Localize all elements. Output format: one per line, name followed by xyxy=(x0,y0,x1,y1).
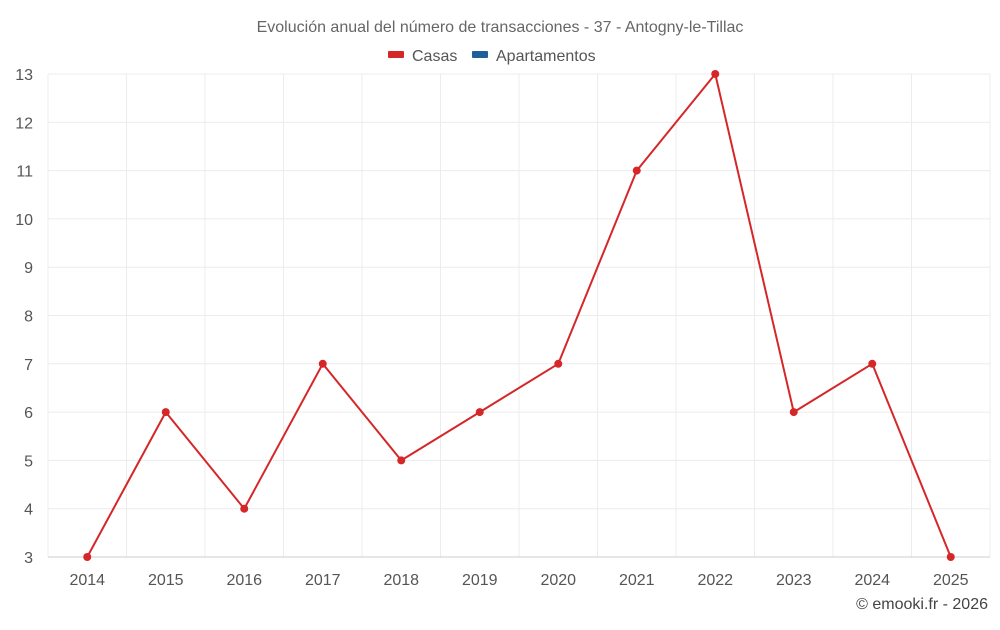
y-tick-label: 5 xyxy=(24,453,33,470)
y-tick-label: 3 xyxy=(24,550,33,567)
x-tick-label: 2025 xyxy=(933,572,969,589)
data-point[interactable] xyxy=(789,408,798,417)
data-point[interactable] xyxy=(475,408,484,417)
x-tick-label: 2022 xyxy=(697,572,733,589)
legend-label-apartamentos: Apartamentos xyxy=(496,48,596,65)
data-point[interactable] xyxy=(318,359,327,368)
x-tick-label: 2020 xyxy=(540,572,576,589)
legend-item-casas[interactable]: Casas xyxy=(388,48,457,65)
data-point[interactable] xyxy=(554,359,563,368)
y-tick-label: 10 xyxy=(15,212,33,229)
y-tick-label: 8 xyxy=(24,309,33,326)
y-axis: 3 4 5 6 7 8 9 10 11 12 13 xyxy=(15,67,33,567)
x-tick-label: 2014 xyxy=(69,572,105,589)
data-point[interactable] xyxy=(397,456,406,465)
y-tick-label: 11 xyxy=(16,164,33,181)
series-line-casas xyxy=(86,73,952,558)
data-point[interactable] xyxy=(946,553,955,561)
legend: Casas Apartamentos xyxy=(388,48,596,65)
series-casas xyxy=(83,70,955,561)
y-tick-label: 7 xyxy=(24,357,33,374)
x-tick-label: 2024 xyxy=(854,572,890,589)
x-tick-label: 2018 xyxy=(383,572,419,589)
x-tick-label: 2019 xyxy=(462,572,498,589)
y-tick-label: 6 xyxy=(24,405,33,422)
legend-item-apartamentos[interactable]: Apartamentos xyxy=(472,48,596,65)
x-axis: 2014 2015 2016 2017 2018 2019 2020 2021 2022 2023… xyxy=(48,556,990,589)
data-point[interactable] xyxy=(632,166,641,175)
data-point[interactable] xyxy=(240,504,249,513)
legend-label-casas: Casas xyxy=(412,48,457,65)
data-point[interactable] xyxy=(83,553,92,561)
x-tick-label: 2023 xyxy=(776,572,812,589)
grid xyxy=(47,73,991,558)
x-tick-label: 2015 xyxy=(148,572,184,589)
chart-title: Evolución anual del número de transaccio… xyxy=(257,19,744,36)
data-point[interactable] xyxy=(711,70,720,78)
data-point[interactable] xyxy=(868,359,877,368)
x-tick-label: 2016 xyxy=(226,572,262,589)
y-tick-label: 4 xyxy=(24,502,33,519)
x-tick-label: 2017 xyxy=(305,572,341,589)
y-tick-label: 9 xyxy=(24,260,33,277)
y-tick-label: 13 xyxy=(15,67,33,84)
legend-swatch-casas xyxy=(388,51,404,58)
y-tick-label: 12 xyxy=(15,115,33,132)
legend-swatch-apartamentos xyxy=(472,51,488,58)
data-point[interactable] xyxy=(161,408,170,417)
x-tick-label: 2021 xyxy=(619,572,655,589)
credit-text: © emooki.fr - 2026 xyxy=(856,596,988,613)
